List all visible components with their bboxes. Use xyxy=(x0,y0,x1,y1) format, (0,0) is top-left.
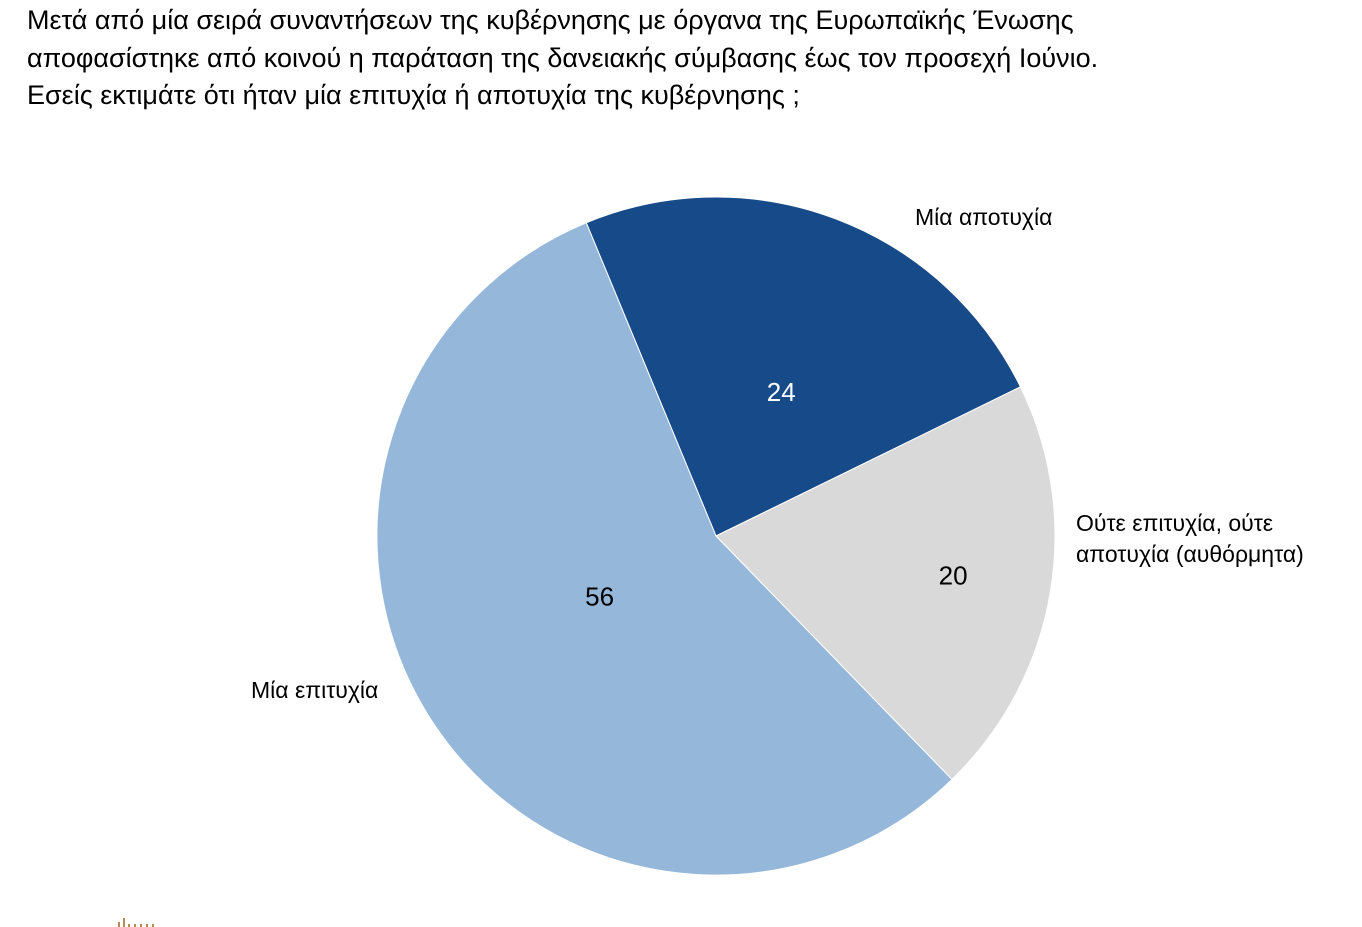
pie-category-label-1: Ούτε επιτυχία, ούτε αποτυχία (αυθόρμητα) xyxy=(1076,510,1304,567)
chart-title-line-3: Εσείς εκτιμάτε ότι ήταν μία επιτυχία ή α… xyxy=(27,80,800,110)
logo-fragment-icon xyxy=(118,918,154,927)
pie-category-label-0: Μία αποτυχία xyxy=(915,204,1052,230)
chart-title-line-1: Μετά από μία σειρά συναντήσεων της κυβέρ… xyxy=(27,5,1074,35)
chart-title: Μετά από μία σειρά συναντήσεων της κυβέρ… xyxy=(27,2,1347,115)
pie-slice-2 xyxy=(376,222,953,876)
pie-category-labels: Μία αποτυχία Ούτε επιτυχία, ούτε αποτυχία … xyxy=(251,204,1304,703)
pie-slices xyxy=(376,196,1056,876)
pie-category-label-2: Μία επιτυχία xyxy=(251,677,378,703)
chart-title-line-2: αποφασίστηκε από κοινού η παράταση της δ… xyxy=(27,42,1099,73)
pie-value-label-1: 20 xyxy=(939,560,968,590)
pie-slice-1 xyxy=(715,386,1056,781)
pie-value-label-2: 56 xyxy=(585,582,614,612)
pie-value-label-0: 24 xyxy=(767,377,796,407)
pie-value-labels: 24 20 56 xyxy=(585,377,967,611)
pie-slice-0 xyxy=(585,196,1022,537)
